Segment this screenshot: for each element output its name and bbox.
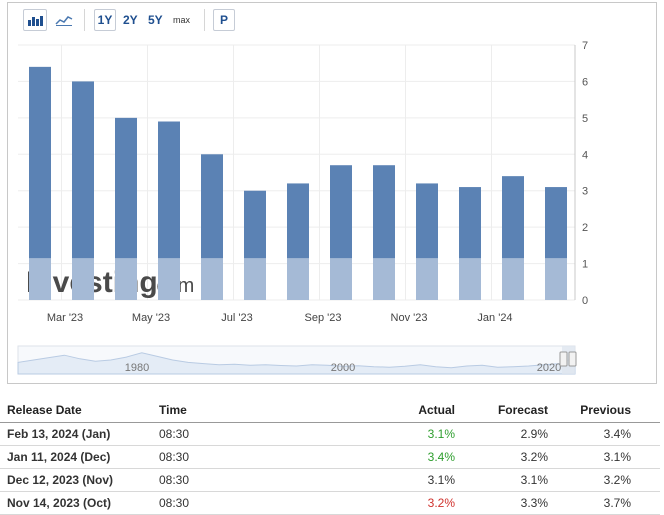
navigator-year-label: 2000 [331,362,355,374]
release-date: Jan 11, 2024 (Dec) [7,450,111,464]
previous-value: 3.1% [603,450,631,464]
bar-watermark-overlay [29,258,567,300]
navigator-series [17,352,576,375]
bars [29,66,567,301]
y-tick-label: 7 [582,40,588,52]
x-tick-label: Mar '23 [47,312,83,324]
y-tick-label: 4 [582,149,588,161]
bar-overlay [330,258,352,300]
release-time: 08:30 [159,473,190,487]
x-axis: Mar '23 May '23 Jul '23 Sep '23 Nov '23 Jan '… [47,312,513,324]
y-tick-label: 2 [582,222,588,234]
actual-value: 3.2% [427,496,455,510]
release-time: 08:30 [159,450,190,464]
y-tick-label: 6 [582,76,588,88]
y-tick-label: 1 [582,259,588,271]
forecast-value: 3.3% [520,496,548,510]
bar[interactable] [416,183,438,300]
forecast-value: 2.9% [520,427,548,441]
bar[interactable] [502,176,524,300]
bar[interactable] [373,165,395,300]
navigator-handle[interactable] [559,351,568,367]
y-tick-label: 3 [582,186,588,198]
bar-overlay [72,258,94,300]
bar[interactable] [201,154,223,300]
range-max-button[interactable]: max [173,15,191,25]
x-tick-label: May '23 [132,312,170,324]
previous-value: 3.4% [603,427,631,441]
p-button-label: P [219,13,228,27]
range-1y-label: 1Y [97,13,113,27]
bar[interactable] [29,66,51,300]
release-date: Feb 13, 2024 (Jan) [7,427,111,441]
header-actual[interactable]: Actual [418,403,455,417]
release-table: Release Date Time Actual Forecast Previo… [0,398,660,515]
x-tick-label: Nov '23 [391,312,428,324]
header-time[interactable]: Time [159,403,187,417]
navigator-handle[interactable] [568,351,577,367]
bar[interactable] [244,190,266,300]
x-tick-label: Jul '23 [221,312,252,324]
navigator[interactable]: 1980 2000 2020 [17,345,577,375]
bar-overlay [502,258,524,300]
y-axis: 0 1 2 3 4 5 6 7 [582,40,588,307]
bar[interactable] [459,187,481,300]
bar-overlay [29,258,51,300]
header-previous[interactable]: Previous [580,403,631,417]
range-5y-button[interactable]: 5Y [148,13,163,27]
bar-overlay [459,258,481,300]
y-tick-label: 5 [582,113,588,125]
bar-overlay [287,258,309,300]
release-date: Nov 14, 2023 (Oct) [7,496,112,510]
bar[interactable] [287,183,309,300]
release-time: 08:30 [159,427,190,441]
table-header: Release Date Time Actual Forecast Previo… [0,398,660,423]
line-chart-icon [55,16,73,26]
navigator-year-label: 2020 [537,362,561,374]
x-tick-label: Jan '24 [477,312,512,324]
bar-overlay [201,258,223,300]
table-row: Jan 11, 2024 (Dec) 08:30 3.4% 3.2% 3.1% [0,446,660,469]
previous-value: 3.7% [603,496,631,510]
p-button[interactable]: P [213,9,235,31]
header-release-date[interactable]: Release Date [7,403,82,417]
previous-value: 3.2% [603,473,631,487]
bar[interactable] [545,187,567,300]
bar-chart-icon [28,16,43,26]
actual-value: 3.4% [427,450,455,464]
line-chart-toggle[interactable] [52,9,76,31]
release-date: Dec 12, 2023 (Nov) [7,473,114,487]
release-time: 08:30 [159,496,190,510]
bar-overlay [115,258,137,300]
header-forecast[interactable]: Forecast [497,403,548,417]
actual-value: 3.1% [427,427,455,441]
bar-overlay [158,258,180,300]
y-tick-label: 0 [582,295,588,307]
forecast-value: 3.2% [520,450,548,464]
table-row: Feb 13, 2024 (Jan) 08:30 3.1% 2.9% 3.4% [0,423,660,446]
bar-overlay [545,258,567,300]
bar-overlay [244,258,266,300]
bar[interactable] [158,121,180,301]
bar-chart-toggle[interactable] [23,9,47,31]
table-row: Dec 12, 2023 (Nov) 08:30 3.1% 3.1% 3.2% [0,469,660,492]
bar[interactable] [72,81,94,300]
x-tick-label: Sep '23 [305,312,342,324]
toolbar-divider [84,9,85,31]
toolbar-divider [204,9,205,31]
bar[interactable] [330,165,352,300]
range-1y-button[interactable]: 1Y [94,9,116,31]
range-2y-button[interactable]: 2Y [123,13,138,27]
bar[interactable] [115,117,137,300]
navigator-year-label: 1980 [125,362,149,374]
bar-overlay [416,258,438,300]
bar-overlay [373,258,395,300]
actual-value: 3.1% [427,473,455,487]
table-row: Nov 14, 2023 (Oct) 08:30 3.2% 3.3% 3.7% [0,492,660,515]
chart-toolbar: 1Y 2Y 5Y max P [8,3,656,35]
grid [18,44,576,301]
forecast-value: 3.1% [520,473,548,487]
